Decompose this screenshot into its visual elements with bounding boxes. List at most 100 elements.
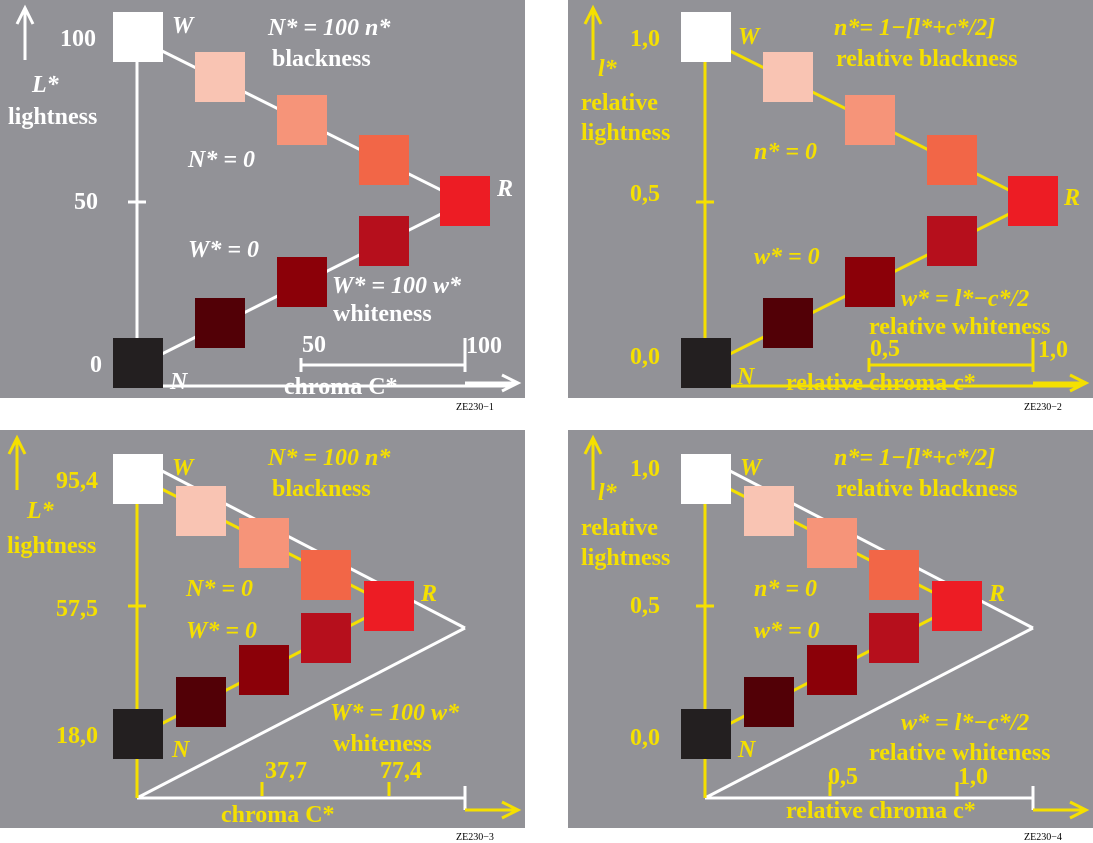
patch-W: [113, 454, 163, 504]
whiteness-equation: w* = l*−c*/2: [901, 286, 1029, 312]
panel-4: l* relative lightness 1,0 0,5 0,0 0,5 1,…: [568, 430, 1093, 843]
patch-R: [1008, 176, 1058, 226]
label-W: W: [738, 24, 761, 50]
whiteness-zero: W* = 0: [186, 618, 257, 644]
label-N: N: [171, 737, 191, 763]
whiteness-title: whiteness: [333, 301, 432, 327]
blackness-equation: N* = 100 n*: [267, 15, 391, 41]
y-tick-top: 95,4: [56, 468, 98, 494]
label-W: W: [740, 455, 763, 481]
color-patches: [113, 12, 490, 388]
x-tick-1: 37,7: [265, 758, 307, 784]
blackness-title: blackness: [272, 476, 371, 502]
x-axis-title: relative chroma c*: [786, 798, 976, 824]
y-tick-top: 1,0: [630, 26, 660, 52]
patch-upper-1: [744, 486, 794, 536]
whiteness-equation: W* = 100 w*: [332, 273, 462, 299]
x-axis-title: relative chroma c*: [786, 370, 976, 396]
patch-upper-2: [239, 518, 289, 568]
panel-background: [568, 0, 1093, 398]
y-tick-bottom: 0: [90, 352, 102, 378]
label-N: N: [169, 369, 189, 395]
color-patches: [681, 454, 982, 759]
label-W: W: [172, 13, 195, 39]
whiteness-zero: W* = 0: [188, 237, 259, 263]
patch-upper-3: [869, 550, 919, 600]
whiteness-title: whiteness: [333, 731, 432, 757]
x-tick-2: 1,0: [958, 764, 988, 790]
patch-lower-3: [195, 298, 245, 348]
whiteness-equation: W* = 100 w*: [330, 700, 460, 726]
y-tick-mid: 0,5: [630, 181, 660, 207]
patch-lower-2: [845, 257, 895, 307]
patch-R: [440, 176, 490, 226]
patch-upper-2: [845, 95, 895, 145]
figure-code: ZE230−2: [1024, 402, 1062, 413]
panel-background: [0, 0, 525, 398]
blackness-zero: N* = 0: [185, 576, 253, 602]
x-tick-1: 0,5: [828, 764, 858, 790]
blackness-equation: n*= 1−[l*+c*/2]: [834, 15, 995, 41]
color-patches: [681, 12, 1058, 388]
patch-lower-2: [807, 645, 857, 695]
panel-1: L* lightness 100 50 0 50 100 chroma C* W…: [0, 0, 525, 413]
blackness-title: blackness: [272, 46, 371, 72]
label-W: W: [172, 455, 195, 481]
patch-lower-3: [176, 677, 226, 727]
y-tick-bottom: 0,0: [630, 344, 660, 370]
patch-lower-1: [301, 613, 351, 663]
figure-code: ZE230−4: [1024, 832, 1062, 843]
y-axis-title-2: lightness: [581, 545, 670, 571]
y-axis-title: lightness: [8, 104, 97, 130]
y-tick-bottom: 0,0: [630, 725, 660, 751]
patch-upper-1: [763, 52, 813, 102]
label-R: R: [496, 176, 513, 202]
y-axis-title: relative: [581, 90, 658, 116]
blackness-title: relative blackness: [836, 476, 1018, 502]
y-tick-top: 100: [60, 26, 96, 52]
figure-code: ZE230−1: [456, 402, 494, 413]
y-axis-symbol: l*: [598, 480, 618, 506]
patch-upper-1: [195, 52, 245, 102]
patch-N: [113, 709, 163, 759]
blackness-zero: n* = 0: [754, 139, 817, 165]
label-R: R: [988, 581, 1005, 607]
blackness-equation: n*= 1−[l*+c*/2]: [834, 445, 995, 471]
panel-2: l* relative lightness 1,0 0,5 0,0 0,5 1,…: [568, 0, 1093, 413]
whiteness-zero: w* = 0: [754, 244, 820, 270]
label-R: R: [1063, 185, 1080, 211]
y-axis-symbol: l*: [598, 56, 618, 82]
y-axis-symbol: L*: [31, 72, 60, 98]
patch-W: [681, 454, 731, 504]
x-tick-2: 1,0: [1038, 337, 1068, 363]
x-axis-title: chroma C*: [221, 802, 335, 828]
patch-R: [364, 581, 414, 631]
blackness-title: relative blackness: [836, 46, 1018, 72]
patch-R: [932, 581, 982, 631]
blackness-equation: N* = 100 n*: [267, 445, 391, 471]
patch-upper-3: [927, 135, 977, 185]
color-patches: [113, 454, 414, 759]
patch-W: [113, 12, 163, 62]
x-axis-title: chroma C*: [284, 374, 398, 400]
y-tick-mid: 0,5: [630, 593, 660, 619]
patch-lower-1: [869, 613, 919, 663]
patch-lower-2: [239, 645, 289, 695]
patch-lower-1: [927, 216, 977, 266]
blackness-zero: n* = 0: [754, 576, 817, 602]
patch-upper-3: [359, 135, 409, 185]
x-tick-2: 100: [466, 333, 502, 359]
patch-lower-3: [744, 677, 794, 727]
patch-upper-3: [301, 550, 351, 600]
y-axis-title-2: lightness: [581, 120, 670, 146]
y-axis-title: relative: [581, 515, 658, 541]
panel-3: L* lightness 95,4 57,5 18,0 37,7 77,4 ch…: [0, 430, 525, 843]
label-R: R: [420, 581, 437, 607]
patch-upper-2: [807, 518, 857, 568]
patch-N: [681, 709, 731, 759]
patch-N: [681, 338, 731, 388]
x-tick-1: 50: [302, 332, 326, 358]
whiteness-zero: w* = 0: [754, 618, 820, 644]
blackness-zero: N* = 0: [187, 147, 255, 173]
